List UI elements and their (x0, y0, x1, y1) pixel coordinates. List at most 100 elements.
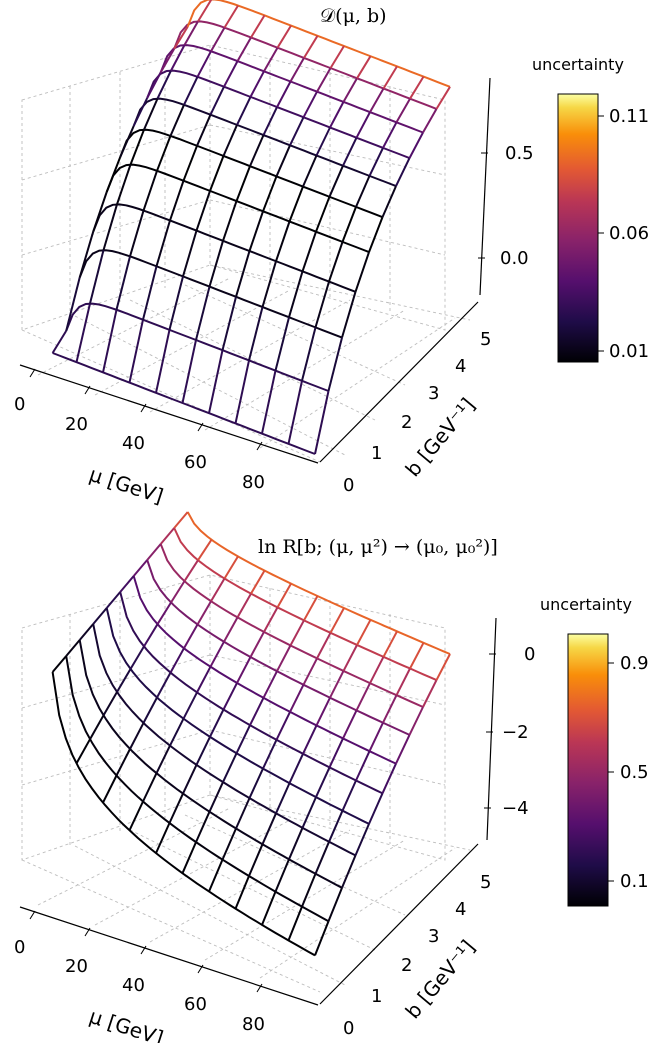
mesh-line-const-mu (128, 319, 144, 383)
mesh-line-const-mu (341, 291, 357, 338)
mesh-line-const-mu (249, 697, 265, 726)
mesh-line-const-mu (287, 906, 303, 941)
mesh-line-const-mu (289, 57, 305, 82)
mesh-line-const-mu (355, 111, 371, 139)
mesh-line-const-mu (315, 766, 331, 798)
x-tick-label: 40 (122, 975, 145, 996)
mesh-line-const-mu (182, 764, 198, 795)
mesh-line-const-mu (223, 555, 239, 580)
y-axis-label-bottom: b [GeV⁻¹] (400, 935, 479, 1023)
mesh-line-const-mu (132, 97, 149, 127)
mesh-line-const-mu (116, 164, 132, 205)
mesh-line-const-mu (329, 101, 345, 128)
mesh-line-const-mu (170, 580, 186, 604)
mesh-line-const-mu (422, 679, 438, 708)
mesh-line-const-mu (329, 670, 345, 699)
mesh-line-const-mu (102, 204, 118, 251)
y-ticks-top: 0 1 2 3 4 5 (343, 329, 491, 496)
mesh-line-const-mu (262, 739, 278, 770)
mesh-line-const-mu (341, 780, 357, 812)
colorbar-tick-label: 0.1 (620, 871, 649, 892)
axis-lines-top (19, 77, 491, 464)
mesh-line-const-mu (129, 722, 145, 750)
mesh-line-const-mu (289, 619, 305, 646)
z-tick-label: 0 (524, 644, 535, 665)
mesh-line-const-mu (356, 55, 372, 79)
mesh-line-const-mu (302, 657, 318, 686)
mesh-line-const-mu (276, 583, 292, 608)
mesh-line-const-mu (115, 256, 131, 311)
x-tick-label: 0 (14, 394, 25, 415)
y-axis-label-top: b [GeV⁻¹] (400, 393, 479, 481)
mesh-line-const-mu (209, 641, 225, 668)
mesh-line-const-mu (355, 682, 371, 711)
y-axis-line-top (319, 301, 479, 463)
mesh-line-const-mu (195, 811, 211, 843)
mesh-line-const-mu (261, 812, 277, 845)
grid-line (209, 199, 446, 256)
mesh-line-const-b (105, 607, 370, 825)
mesh-line-const-mu (301, 231, 317, 272)
mesh-line-const-mu (105, 156, 122, 193)
colorbar-tick-label: 0.9 (620, 653, 649, 674)
mesh-line-const-mu (395, 157, 411, 187)
mesh-line-const-b (105, 163, 370, 254)
z-axis-line-bottom (486, 617, 497, 841)
mesh-line-const-mu (355, 750, 371, 781)
mesh-line-const-mu (368, 792, 384, 825)
mesh-line-const-b (132, 575, 397, 765)
colorbar-tick-label: 0.11 (609, 106, 649, 127)
mesh-line-const-mu (261, 370, 277, 434)
mesh-line-const-mu (355, 175, 371, 208)
x-tick-mark (84, 385, 91, 395)
y-axis-line-bottom (319, 843, 479, 1005)
mesh-line-const-mu (195, 286, 211, 341)
grid-line (21, 654, 211, 709)
mesh-line-const-mu (78, 231, 95, 278)
mesh-line-const-b (146, 559, 410, 736)
mesh-line-const-mu (342, 77, 358, 103)
mesh-line-const-mu (302, 724, 318, 755)
mesh-line-const-mu (196, 666, 212, 693)
mesh-line-const-mu (75, 303, 91, 363)
mesh-line-const-mu (234, 875, 250, 910)
floor-grid-line (94, 819, 291, 926)
z-axis-line-top (479, 77, 491, 296)
mesh-line-const-mu (181, 339, 197, 404)
mesh-line-const-mu (382, 630, 398, 658)
mesh-line-const-mu (116, 668, 132, 693)
mesh-line-const-mu (155, 329, 171, 394)
mesh-line-const-mu (329, 607, 345, 634)
x-tick-label: 80 (242, 472, 265, 493)
y-tick-label: 2 (401, 412, 412, 433)
mesh-line-const-mu (222, 682, 238, 710)
mesh-line-const-mu (274, 316, 290, 371)
mesh-line-const-mu (209, 709, 225, 738)
mesh-line-const-mu (369, 656, 385, 684)
mesh-line-const-mu (51, 655, 67, 673)
mesh-line-const-mu (382, 65, 398, 90)
mesh-line-const-mu (223, 60, 239, 88)
mesh-line-const-mu (314, 841, 330, 875)
mesh-line-const-mu (89, 714, 105, 740)
mesh-line-const-mu (289, 116, 305, 146)
mesh-line-const-mu (328, 810, 344, 843)
mesh-line-const-b (78, 639, 343, 889)
mesh-line-const-mu (303, 595, 319, 621)
mesh-line-const-mu (275, 711, 291, 741)
mesh-line-const-mu (222, 200, 238, 242)
mesh-line-const-mu (409, 642, 425, 669)
mesh-line-const-mu (328, 737, 344, 768)
y-tick-label: 3 (428, 926, 439, 947)
mesh-line-const-mu (354, 251, 370, 293)
mesh-line-const-mu (169, 180, 185, 221)
mesh-line-const-b (173, 20, 437, 110)
y-tick-label: 0 (343, 475, 354, 496)
mesh-line-const-b (146, 69, 410, 160)
floor-grid-line (209, 264, 471, 321)
mesh-line-const-mu (274, 858, 290, 892)
mesh-line-const-mu (182, 145, 198, 182)
mesh-line-const-mu (288, 271, 304, 318)
mesh-line-const-mu (409, 76, 425, 100)
